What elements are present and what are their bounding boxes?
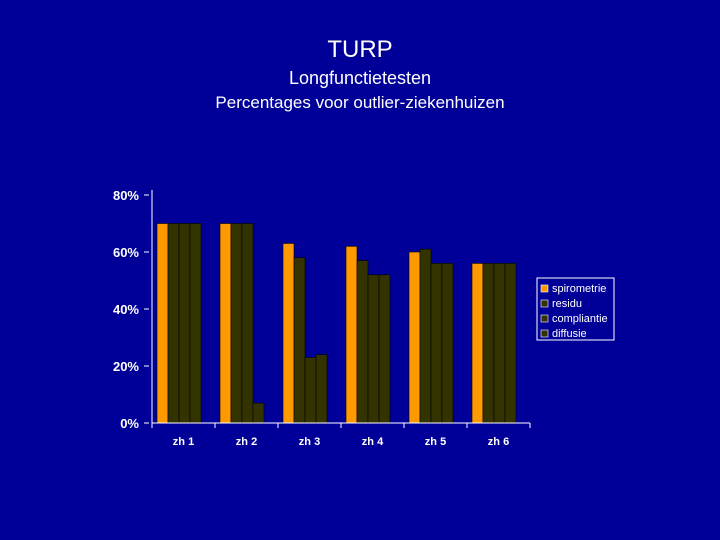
bar-3-spirometrie bbox=[282, 243, 295, 424]
bar-1-compliantie bbox=[178, 223, 191, 424]
bar-6-spirometrie bbox=[471, 263, 484, 424]
bar-4-compliantie bbox=[367, 274, 380, 424]
legend-swatch-residu bbox=[540, 299, 549, 308]
bar-1-residu bbox=[167, 223, 180, 424]
bar-5-spirometrie bbox=[408, 251, 421, 424]
bar-5-residu bbox=[419, 248, 432, 424]
x-tick-label: zh 1 bbox=[173, 436, 194, 448]
slide-subtitle-2: Percentages voor outlier-ziekenhuizen bbox=[215, 93, 505, 112]
x-tick-label: zh 6 bbox=[488, 436, 509, 448]
bar-6-residu bbox=[482, 263, 495, 424]
bar-3-residu bbox=[293, 257, 306, 424]
y-tick-label: 80% bbox=[113, 188, 139, 203]
x-tick-label: zh 3 bbox=[299, 436, 320, 448]
bar-2-diffusie bbox=[252, 402, 265, 424]
bar-3-compliantie bbox=[304, 357, 317, 424]
legend-swatch-spirometrie bbox=[540, 284, 549, 293]
bar-2-compliantie bbox=[241, 223, 254, 424]
x-tick-label: zh 4 bbox=[362, 436, 384, 448]
legend-label-residu: residu bbox=[552, 298, 582, 310]
bar-5-diffusie bbox=[441, 263, 454, 424]
bar-2-residu bbox=[230, 223, 243, 424]
y-tick-label: 60% bbox=[113, 245, 139, 260]
bar-6-compliantie bbox=[493, 263, 506, 424]
y-tick-label: 20% bbox=[113, 359, 139, 374]
legend-swatch-diffusie bbox=[540, 329, 549, 338]
bar-1-diffusie bbox=[189, 223, 202, 424]
bar-4-residu bbox=[356, 260, 369, 424]
bar-3-diffusie bbox=[315, 354, 328, 424]
legend bbox=[536, 277, 615, 341]
bar-5-compliantie bbox=[430, 263, 443, 424]
bar-1-spirometrie bbox=[156, 223, 169, 424]
legend-swatch-compliantie bbox=[540, 314, 549, 323]
legend-label-compliantie: compliantie bbox=[552, 313, 608, 325]
legend-label-diffusie: diffusie bbox=[552, 328, 587, 340]
y-tick-label: 40% bbox=[113, 302, 139, 317]
bar-2-spirometrie bbox=[219, 223, 232, 424]
bar-6-diffusie bbox=[504, 263, 517, 424]
slide-subtitle: Longfunctietesten bbox=[288, 68, 432, 88]
legend-label-spirometrie: spirometrie bbox=[552, 283, 606, 295]
y-tick-label: 0% bbox=[120, 416, 139, 431]
x-tick-label: zh 5 bbox=[425, 436, 446, 448]
bar-4-diffusie bbox=[378, 274, 391, 424]
x-tick-label: zh 2 bbox=[236, 436, 257, 448]
bar-4-spirometrie bbox=[345, 246, 358, 424]
slide-title: TURP bbox=[327, 36, 393, 63]
